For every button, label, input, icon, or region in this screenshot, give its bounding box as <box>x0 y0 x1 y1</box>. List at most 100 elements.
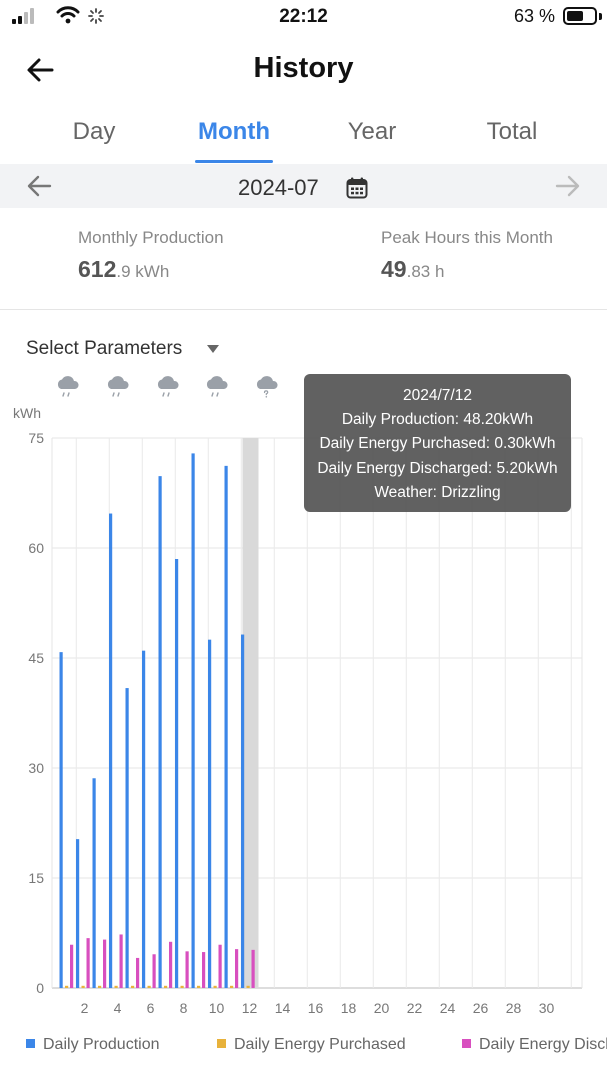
production-bar <box>241 634 245 988</box>
purchased-bar <box>197 985 201 988</box>
monthly-production-label: Monthly Production <box>78 228 224 247</box>
battery-icon <box>563 7 597 25</box>
peak-hours-value: 49.83 h <box>381 256 553 283</box>
x-tick-label: 6 <box>147 1000 155 1016</box>
select-parameters-dropdown[interactable]: Select Parameters <box>26 338 183 359</box>
purchased-bar <box>180 985 184 988</box>
x-tick-label: 20 <box>374 1000 390 1016</box>
selected-month[interactable]: 2024-07 <box>238 175 319 200</box>
discharged-bar <box>136 957 140 988</box>
battery-nub <box>599 13 602 20</box>
activity-spinner-icon <box>88 8 104 24</box>
discharged-bar <box>152 954 156 988</box>
production-bar <box>109 513 113 988</box>
signal-icon <box>12 8 34 24</box>
period-tabs: Day Month Year Total <box>0 112 607 164</box>
y-tick-label: 75 <box>28 430 44 446</box>
chevron-down-icon[interactable] <box>206 344 220 354</box>
tooltip-production: Daily Production: 48.20kWh <box>341 411 534 429</box>
discharged-bar <box>218 944 222 988</box>
legend-swatch-discharged <box>462 1039 471 1048</box>
previous-month-icon[interactable] <box>24 172 54 200</box>
legend-daily-energy-discharged[interactable]: Daily Energy Discharged <box>462 1036 607 1054</box>
cloud-drizzle-icon <box>57 376 79 397</box>
y-tick-label: 45 <box>28 650 44 666</box>
peak-hours-integer: 49 <box>381 256 407 282</box>
tooltip-discharged: Daily Energy Discharged: 5.20kWh <box>317 459 558 477</box>
purchased-bar <box>131 985 135 988</box>
chart-legend: Daily Production Daily Energy Purchased … <box>0 1036 607 1058</box>
calendar-icon[interactable] <box>346 177 368 199</box>
cloud-drizzle-icon <box>206 376 228 397</box>
production-bar <box>208 639 212 988</box>
legend-daily-energy-purchased[interactable]: Daily Energy Purchased <box>217 1036 406 1054</box>
cloud-drizzle-icon <box>157 376 179 397</box>
tab-active-indicator <box>195 160 273 163</box>
x-tick-label: 10 <box>209 1000 225 1016</box>
date-navigator: 2024-07 <box>0 164 607 208</box>
cloud-unknown-icon <box>256 376 278 398</box>
y-tick-label: 0 <box>36 980 44 996</box>
production-bar <box>125 688 129 988</box>
tab-day[interactable]: Day <box>72 118 116 145</box>
tab-total[interactable]: Total <box>486 118 538 145</box>
monthly-production-fraction: .9 kWh <box>116 262 170 281</box>
x-tick-label: 24 <box>440 1000 456 1016</box>
purchased-bar <box>65 985 69 988</box>
production-bar <box>175 559 179 988</box>
x-tick-label: 22 <box>407 1000 423 1016</box>
discharged-bar <box>202 952 206 988</box>
y-tick-label: 30 <box>28 760 44 776</box>
y-tick-label: 15 <box>28 870 44 886</box>
discharged-bar <box>86 938 90 988</box>
tooltip-date: 2024/7/12 <box>403 387 472 404</box>
battery-level <box>567 11 584 21</box>
production-bar <box>76 839 80 988</box>
cloud-drizzle-icon <box>107 376 129 397</box>
tab-year[interactable]: Year <box>347 118 397 145</box>
production-bar <box>59 652 63 988</box>
monthly-production-stat: Monthly Production 612.9 kWh <box>78 228 224 283</box>
legend-swatch-purchased <box>217 1039 226 1048</box>
purchased-bar <box>98 985 102 988</box>
purchased-bar <box>230 985 234 988</box>
x-tick-label: 28 <box>506 1000 522 1016</box>
peak-hours-label: Peak Hours this Month <box>381 228 553 247</box>
production-bar <box>142 650 146 988</box>
back-arrow-icon[interactable] <box>22 50 62 90</box>
header: History <box>0 40 607 100</box>
x-tick-label: 8 <box>180 1000 188 1016</box>
production-bar <box>191 453 195 988</box>
legend-label-production: Daily Production <box>43 1036 160 1053</box>
purchased-bar <box>213 985 217 988</box>
legend-daily-production[interactable]: Daily Production <box>26 1036 160 1054</box>
discharged-bar <box>103 939 107 988</box>
discharged-bar <box>235 949 239 988</box>
purchased-bar <box>246 985 250 988</box>
summary-stats: Monthly Production 612.9 kWh Peak Hours … <box>0 208 607 310</box>
y-tick-label: 60 <box>28 540 44 556</box>
peak-hours-stat: Peak Hours this Month 49.83 h <box>381 228 553 283</box>
x-tick-label: 2 <box>81 1000 89 1016</box>
discharged-bar <box>185 951 189 988</box>
discharged-bar <box>70 944 74 988</box>
tab-month[interactable]: Month <box>198 118 270 145</box>
legend-swatch-production <box>26 1039 35 1048</box>
x-tick-label: 16 <box>308 1000 324 1016</box>
x-tick-label: 26 <box>473 1000 489 1016</box>
tooltip-weather: Weather: Drizzling <box>374 483 501 501</box>
x-tick-label: 12 <box>242 1000 258 1016</box>
monthly-production-integer: 612 <box>78 256 117 282</box>
page-title: History <box>253 52 354 84</box>
wifi-icon <box>56 6 80 24</box>
legend-label-discharged: Daily Energy Discharged <box>479 1036 607 1053</box>
y-axis-title: kWh <box>13 405 41 421</box>
production-bar <box>158 476 162 988</box>
discharged-bar <box>251 949 255 988</box>
next-month-icon[interactable] <box>553 172 583 200</box>
x-tick-label: 18 <box>341 1000 357 1016</box>
peak-hours-fraction: .83 h <box>406 262 445 281</box>
tooltip-purchased: Daily Energy Purchased: 0.30kWh <box>319 435 556 453</box>
discharged-bar <box>169 941 173 988</box>
